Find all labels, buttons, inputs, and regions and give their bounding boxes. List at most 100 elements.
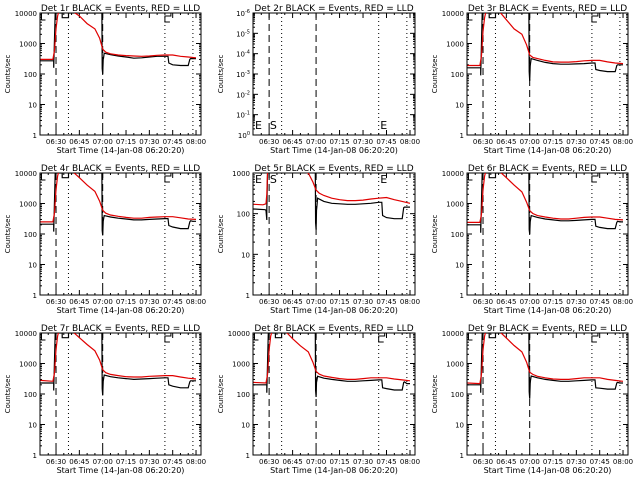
- event-annotation: E: [255, 173, 262, 186]
- saturation-bracket: [591, 13, 599, 23]
- x-tick-label: 07:45: [163, 138, 183, 146]
- y-tick-label: 10: [241, 251, 250, 259]
- saturation-bracket: [378, 333, 386, 343]
- x-tick-label: 08:00: [186, 298, 206, 306]
- y-tick-label: 10000: [15, 10, 37, 18]
- saturation-bracket: [40, 333, 46, 341]
- y-tick-label: 10000: [442, 330, 464, 338]
- plot-frame: [252, 172, 416, 296]
- y-tick-label: 100: [24, 71, 37, 79]
- x-axis-label: Start Time (14-Jan-08 06:20:20): [57, 306, 185, 315]
- panel-title: Det 6r BLACK = Events, RED = LLD: [468, 164, 627, 174]
- y-axis-label: Counts/sec: [4, 215, 12, 254]
- y-tick-label: 1: [33, 132, 37, 140]
- y-tick-label: 10000: [15, 170, 37, 178]
- saturation-bracket: [467, 173, 473, 181]
- y-tick-label: 1000: [19, 361, 37, 369]
- detector-panel: Det 2r BLACK = Events, RED = LLD 100 10-1 1…: [217, 4, 420, 155]
- events-series-line: [40, 13, 196, 75]
- y-tick-label: 10: [28, 422, 37, 430]
- y-tick-label: 100: [451, 71, 464, 79]
- saturation-bracket: [467, 333, 473, 341]
- saturation-bracket: [40, 173, 46, 181]
- x-tick-label: 07:00: [306, 138, 326, 146]
- x-tick-label: 07:00: [93, 298, 113, 306]
- x-tick-label: 07:15: [116, 138, 136, 146]
- panel-title: Det 9r BLACK = Events, RED = LLD: [468, 324, 627, 334]
- y-axis-label: Counts/sec: [217, 55, 225, 94]
- y-tick-label: 10: [241, 422, 250, 430]
- y-tick-label: 1000: [446, 41, 464, 49]
- x-axis-label: Start Time (14-Jan-08 06:20:20): [484, 466, 612, 475]
- x-tick-label: 07:30: [139, 298, 159, 306]
- x-tick-label: 07:30: [566, 298, 586, 306]
- y-tick-label: 10-2: [236, 90, 250, 99]
- x-tick-label: 07:45: [590, 458, 610, 466]
- x-axis-label: Start Time (14-Jan-08 06:20:20): [484, 146, 612, 155]
- y-tick-label: 10-6: [236, 9, 250, 18]
- series-group: [467, 13, 624, 81]
- x-tick-label: 07:30: [353, 138, 373, 146]
- x-tick-label: 08:00: [186, 138, 206, 146]
- y-tick-label: 1: [33, 292, 37, 300]
- x-tick-label: 07:15: [543, 138, 563, 146]
- panel-title: Det 2r BLACK = Events, RED = LLD: [254, 4, 413, 14]
- y-tick-label: 100: [24, 391, 37, 399]
- detector-panel: Det 1r BLACK = Events, RED = LLD 1 10 100 10…: [4, 4, 206, 155]
- y-axis-label: Counts/sec: [217, 215, 225, 254]
- lld-series-line: [40, 333, 197, 382]
- detector-panel: Det 4r BLACK = Events, RED = LLD 1 10 100 10…: [4, 164, 206, 315]
- series-group: [467, 173, 624, 235]
- detector-panel: Det 9r BLACK = Events, RED = LLD 1 10 100 10…: [431, 324, 633, 475]
- y-tick-label: 10: [28, 262, 37, 270]
- x-tick-label: 08:00: [186, 458, 206, 466]
- x-tick-label: 07:45: [590, 298, 610, 306]
- y-tick-label: 1: [33, 452, 37, 460]
- x-tick-label: 06:45: [496, 138, 516, 146]
- x-tick-label: 06:45: [69, 458, 89, 466]
- x-tick-label: 06:30: [46, 138, 66, 146]
- x-tick-label: 08:00: [400, 298, 420, 306]
- x-tick-label: 07:00: [520, 298, 540, 306]
- y-tick-label: 10-1: [236, 111, 250, 120]
- series-group: [253, 173, 411, 230]
- x-tick-label: 07:45: [376, 298, 396, 306]
- x-tick-label: 07:00: [306, 298, 326, 306]
- event-annotation: E: [380, 173, 387, 186]
- y-tick-label: 10: [455, 102, 464, 110]
- x-tick-label: 06:30: [259, 138, 279, 146]
- x-tick-label: 07:15: [116, 298, 136, 306]
- lld-series-line: [467, 13, 624, 67]
- events-series-line: [467, 13, 623, 81]
- y-tick-label: 10: [455, 262, 464, 270]
- y-axis-label: Counts/sec: [217, 375, 225, 414]
- x-tick-label: 08:00: [400, 138, 420, 146]
- y-tick-label: 1: [460, 132, 464, 140]
- x-axis-label: Start Time (14-Jan-08 06:20:20): [484, 306, 612, 315]
- events-series-line: [467, 173, 623, 235]
- y-tick-label: 10: [28, 102, 37, 110]
- x-tick-label: 06:45: [69, 298, 89, 306]
- saturation-bracket: [164, 173, 172, 183]
- x-tick-label: 07:45: [376, 138, 396, 146]
- x-tick-label: 07:45: [590, 138, 610, 146]
- x-tick-label: 07:30: [353, 298, 373, 306]
- y-tick-label: 10000: [442, 170, 464, 178]
- y-axis-label: Counts/sec: [4, 375, 12, 414]
- saturation-bracket: [40, 13, 46, 21]
- y-tick-label: 100: [451, 231, 464, 239]
- x-tick-label: 07:00: [520, 138, 540, 146]
- series-group: [40, 333, 197, 396]
- y-axis-label: Counts/sec: [431, 375, 439, 414]
- x-axis-label: Start Time (14-Jan-08 06:20:20): [57, 146, 185, 155]
- y-tick-label: 1: [246, 292, 250, 300]
- series-group: [467, 333, 624, 399]
- event-annotation: S: [270, 119, 277, 132]
- lld-series-line: [40, 13, 197, 61]
- series-group: [40, 13, 197, 75]
- x-tick-label: 07:30: [353, 458, 373, 466]
- y-tick-label: 100: [237, 391, 250, 399]
- detector-panel: Det 6r BLACK = Events, RED = LLD 1 10 100 10…: [431, 164, 633, 315]
- x-tick-label: 07:30: [566, 458, 586, 466]
